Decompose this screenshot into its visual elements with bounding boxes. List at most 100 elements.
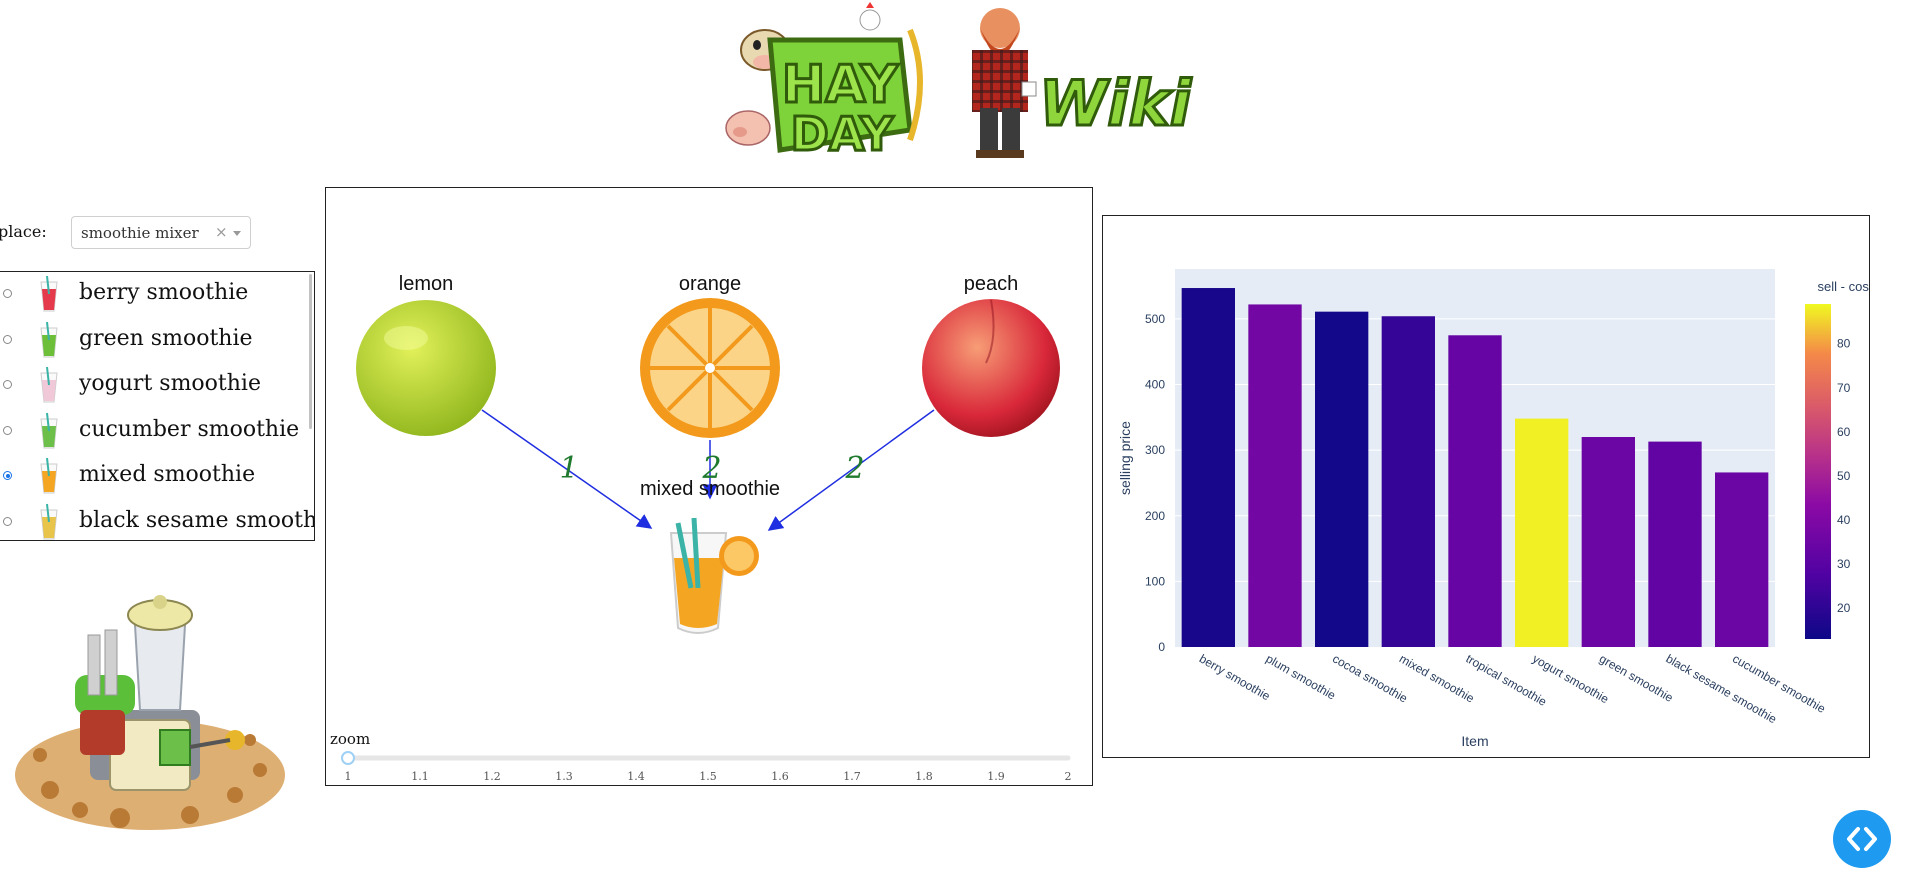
place-dropdown[interactable]: smoothie mixer × bbox=[71, 216, 251, 249]
ingredient-label-lemon: lemon bbox=[399, 273, 453, 295]
list-scrollbar[interactable] bbox=[309, 274, 312, 429]
colorbar-tick-labels: 20 30 40 50 60 70 80 bbox=[1837, 337, 1851, 615]
chevron-down-icon[interactable] bbox=[233, 231, 241, 236]
product-radio-list[interactable]: berry smoothie green smoothie yogurt smoot… bbox=[0, 271, 315, 541]
zoom-tick-mark bbox=[850, 756, 854, 760]
zoom-tick-label: 1.6 bbox=[771, 770, 789, 783]
hay-day-wiki-logo[interactable]: HAY DAY Wiki bbox=[710, 0, 1200, 175]
colorbar-tick-label: 40 bbox=[1837, 513, 1851, 527]
zoom-tick-mark bbox=[706, 756, 710, 760]
selling-price-chart-panel[interactable]: 0 100 200 300 400 500 berry smoothie plum smoo… bbox=[1102, 215, 1870, 758]
colorbar-tick-label: 60 bbox=[1837, 425, 1851, 439]
bar[interactable] bbox=[1448, 335, 1502, 647]
bar[interactable] bbox=[1381, 316, 1435, 647]
code-brackets-icon bbox=[1847, 827, 1877, 851]
product-name: cucumber smoothie bbox=[79, 416, 300, 442]
colorbar-title: sell - cost bbox=[1818, 279, 1869, 294]
y-tick-labels: 0 100 200 300 400 500 bbox=[1145, 312, 1165, 654]
mixed-smoothie-icon bbox=[669, 517, 759, 634]
smoothie-icon bbox=[29, 320, 69, 360]
zoom-tick-label: 1.1 bbox=[411, 770, 429, 783]
zoom-tick-mark bbox=[922, 756, 926, 760]
zoom-tick-label: 1.9 bbox=[987, 770, 1005, 783]
smoothie-icon bbox=[29, 365, 69, 405]
product-name: yogurt smoothie bbox=[79, 371, 261, 396]
orange-icon bbox=[640, 298, 780, 438]
bar[interactable] bbox=[1648, 441, 1702, 647]
product-radio[interactable] bbox=[3, 471, 12, 480]
product-radio[interactable] bbox=[3, 516, 12, 526]
smoothie-mixer-image bbox=[10, 590, 290, 840]
ingredient-label-orange: orange bbox=[679, 273, 741, 295]
zoom-tick-mark bbox=[994, 756, 998, 760]
smoothie-icon bbox=[29, 274, 69, 314]
colorbar bbox=[1805, 304, 1831, 639]
product-radio[interactable] bbox=[3, 380, 12, 389]
smoothie-icon bbox=[29, 411, 69, 451]
product-item[interactable]: cucumber smoothie bbox=[0, 409, 299, 454]
y-tick-label: 100 bbox=[1145, 574, 1165, 588]
x-axis-title: Item bbox=[1461, 733, 1488, 749]
colorbar-tick-label: 50 bbox=[1837, 469, 1851, 483]
x-tick-label: plum smoothie bbox=[1264, 651, 1339, 702]
bar[interactable] bbox=[1515, 418, 1569, 647]
recipe-graph-panel[interactable]: lemon orange peach 1 2 2 mixed smoothie bbox=[325, 187, 1093, 786]
colorbar-tick-label: 80 bbox=[1837, 337, 1851, 351]
colorbar-tick-label: 70 bbox=[1837, 381, 1851, 395]
edge-lemon bbox=[481, 409, 653, 529]
product-name: black sesame smoothie bbox=[79, 507, 315, 533]
quantity-orange: 2 bbox=[701, 451, 721, 486]
zoom-slider-handle[interactable] bbox=[341, 751, 355, 765]
peach-icon bbox=[922, 299, 1060, 437]
zoom-tick-label: 1.3 bbox=[555, 770, 573, 783]
zoom-slider-ticks: 1 1.1 1.2 1.3 1.4 1.5 1.6 1.7 1.8 1.9 2 bbox=[345, 756, 1072, 783]
y-tick-label: 0 bbox=[1158, 640, 1165, 654]
bars bbox=[1181, 288, 1769, 647]
y-axis-title: selling price bbox=[1117, 421, 1133, 495]
zoom-tick-mark bbox=[490, 756, 494, 760]
bar[interactable] bbox=[1315, 311, 1369, 647]
x-tick-label: berry smoothie bbox=[1197, 651, 1273, 703]
product-radio[interactable] bbox=[3, 289, 12, 298]
product-item[interactable]: yogurt smoothie bbox=[0, 363, 299, 408]
code-toggle-button[interactable] bbox=[1833, 810, 1891, 868]
quantity-lemon: 1 bbox=[559, 451, 578, 486]
colorbar-tick-label: 20 bbox=[1837, 601, 1851, 615]
zoom-tick-label: 1.4 bbox=[627, 770, 645, 783]
product-item[interactable]: black sesame smoothie bbox=[0, 500, 314, 541]
bar[interactable] bbox=[1581, 437, 1635, 647]
zoom-tick-mark bbox=[562, 756, 566, 760]
zoom-tick-mark bbox=[778, 756, 782, 760]
product-name: berry smoothie bbox=[79, 280, 249, 305]
zoom-tick-label: 1.8 bbox=[915, 770, 933, 783]
lemon-icon bbox=[356, 300, 496, 436]
zoom-tick-mark bbox=[418, 756, 422, 760]
product-item[interactable]: berry smoothie bbox=[0, 272, 299, 317]
zoom-tick-label: 1.7 bbox=[843, 770, 861, 783]
y-tick-label: 500 bbox=[1145, 312, 1165, 326]
y-tick-label: 300 bbox=[1145, 443, 1165, 457]
product-item[interactable]: green smoothie bbox=[0, 318, 299, 363]
zoom-tick-label: 1.2 bbox=[483, 770, 501, 783]
place-label: place: bbox=[0, 222, 47, 241]
bar[interactable] bbox=[1715, 472, 1769, 647]
recipe-product-label: mixed smoothie bbox=[640, 478, 780, 500]
smoothie-icon bbox=[29, 502, 69, 541]
svg-text:DAY: DAY bbox=[791, 107, 894, 161]
clear-selection-icon[interactable]: × bbox=[215, 223, 228, 241]
bar[interactable] bbox=[1248, 304, 1302, 647]
product-name: mixed smoothie bbox=[79, 462, 256, 487]
zoom-tick-mark bbox=[634, 756, 638, 760]
zoom-tick-label: 1 bbox=[345, 770, 352, 783]
zoom-tick-label: 1.5 bbox=[699, 770, 717, 783]
smoothie-icon bbox=[29, 456, 69, 496]
product-radio[interactable] bbox=[3, 334, 12, 344]
zoom-tick-mark bbox=[1066, 756, 1070, 760]
bar[interactable] bbox=[1181, 288, 1235, 647]
product-radio[interactable] bbox=[3, 425, 12, 435]
quantity-peach: 2 bbox=[844, 451, 864, 486]
zoom-tick-label: 2 bbox=[1065, 770, 1072, 783]
product-item[interactable]: mixed smoothie bbox=[0, 454, 299, 499]
